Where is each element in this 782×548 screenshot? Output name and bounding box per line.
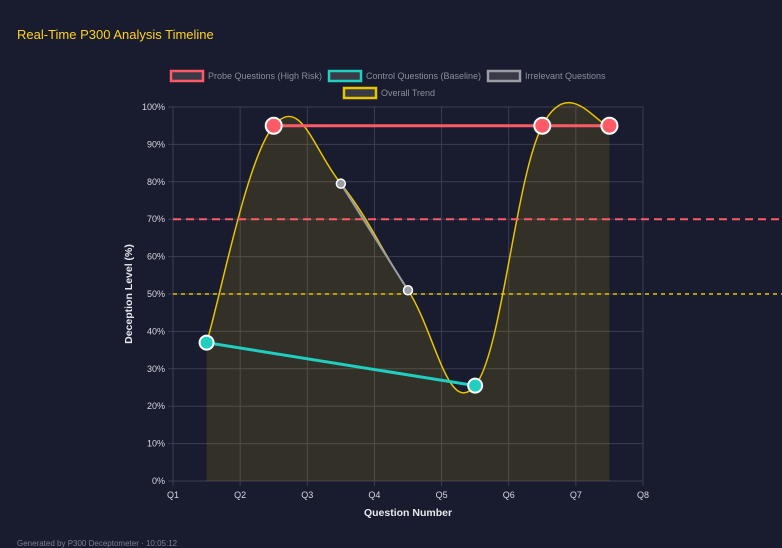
data-point <box>533 116 552 135</box>
series-line-2 <box>340 183 409 291</box>
x-tick-label: Q6 <box>503 490 515 500</box>
x-tick-label: Q4 <box>368 490 380 500</box>
y-tick-label: 90% <box>147 139 165 149</box>
y-tick-label: 10% <box>147 439 165 449</box>
data-point <box>600 116 619 135</box>
x-tick-label: Q5 <box>436 490 448 500</box>
legend-swatch <box>169 69 205 83</box>
data-point <box>335 178 347 189</box>
legend-swatch <box>342 86 378 100</box>
x-tick-label: Q7 <box>570 490 582 500</box>
data-point <box>467 377 484 394</box>
chart-title: Real-Time P300 Analysis Timeline <box>17 27 214 42</box>
trend-line <box>205 101 610 394</box>
y-tick-label: 100% <box>142 102 165 112</box>
x-tick-label: Q2 <box>234 490 246 500</box>
data-point <box>402 285 414 296</box>
y-tick-label: 20% <box>147 401 165 411</box>
series-line-1 <box>206 341 476 388</box>
y-tick-label: 80% <box>147 177 165 187</box>
y-tick-label: 0% <box>152 476 165 486</box>
x-tick-label: Q8 <box>637 490 649 500</box>
legend-label[interactable]: Control Questions (Baseline) <box>366 71 481 81</box>
legend-label[interactable]: Irrelevant Questions <box>525 71 606 81</box>
legend-swatch <box>327 69 363 83</box>
footer-text: Generated by P300 Deceptometer · 10:05:1… <box>17 539 178 548</box>
data-point <box>264 116 283 135</box>
y-tick-label: 70% <box>147 214 165 224</box>
y-tick-label: 60% <box>147 252 165 262</box>
legend-swatch <box>486 69 522 83</box>
y-axis-title: Deception Level (%) <box>123 244 135 344</box>
x-tick-label: Q1 <box>167 490 179 500</box>
y-tick-label: 30% <box>147 364 165 374</box>
legend-label[interactable]: Overall Trend <box>381 88 435 98</box>
data-point <box>198 334 215 351</box>
x-axis-title: Question Number <box>364 507 452 519</box>
y-tick-label: 50% <box>147 289 165 299</box>
y-tick-label: 40% <box>147 326 165 336</box>
legend-label[interactable]: Probe Questions (High Risk) <box>208 71 322 81</box>
x-tick-label: Q3 <box>301 490 313 500</box>
